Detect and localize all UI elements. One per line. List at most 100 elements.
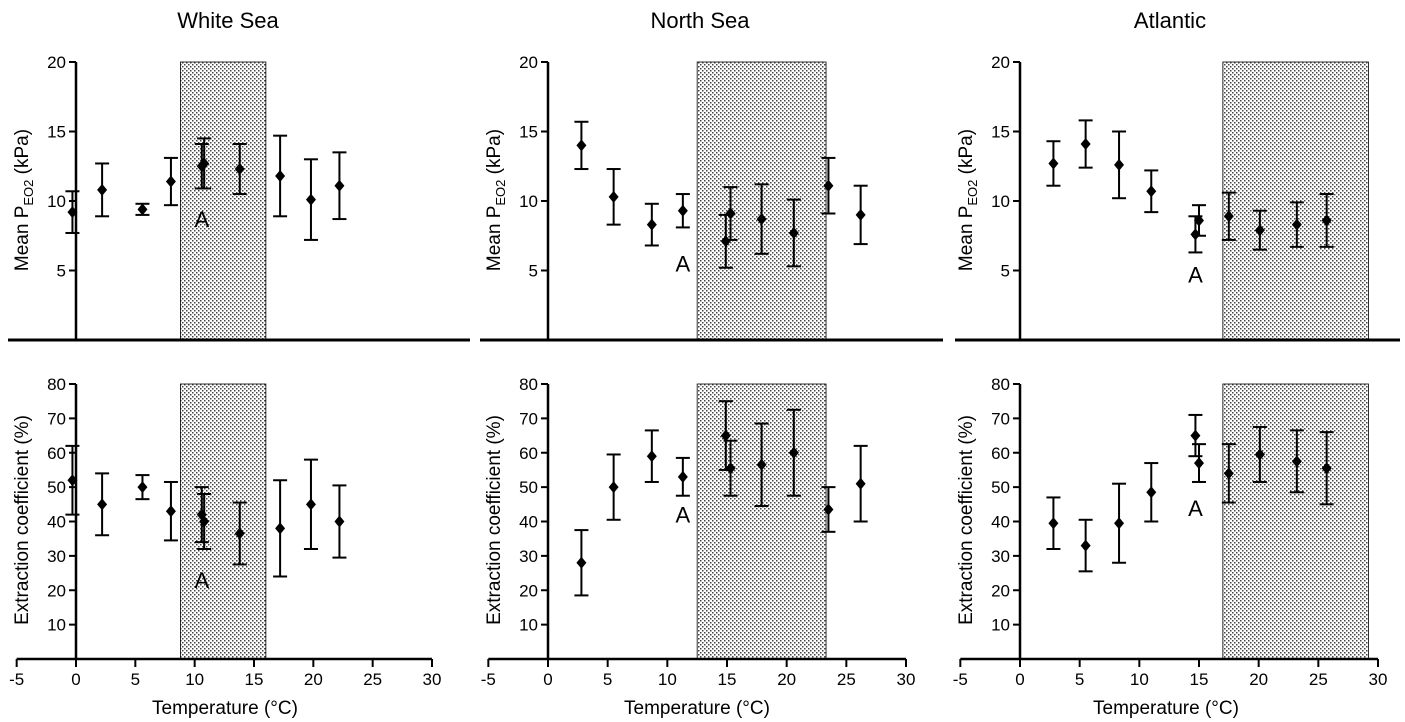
data-point bbox=[97, 498, 108, 511]
shaded-region bbox=[1222, 383, 1369, 660]
data-point bbox=[305, 498, 316, 511]
y-tick-label: 10 bbox=[519, 192, 538, 211]
y-tick-label: 20 bbox=[519, 53, 538, 72]
data-point bbox=[1146, 185, 1157, 198]
data-point bbox=[199, 157, 210, 170]
data-point bbox=[137, 203, 148, 216]
x-tick-label: 30 bbox=[423, 670, 442, 689]
data-point bbox=[275, 169, 286, 182]
data-point bbox=[823, 179, 834, 192]
data-point bbox=[165, 505, 176, 518]
data-point bbox=[1254, 224, 1265, 237]
y-tick-label: 50 bbox=[991, 478, 1010, 497]
x-tick-label: 15 bbox=[1190, 670, 1209, 689]
xlabel-white-sea: Temperature (°C) bbox=[152, 698, 298, 719]
data-point bbox=[165, 175, 176, 188]
x-tick-label: -5 bbox=[481, 670, 496, 689]
y-tick-label: 80 bbox=[991, 375, 1010, 394]
data-point bbox=[67, 206, 78, 219]
data-point bbox=[199, 515, 210, 528]
data-point bbox=[788, 446, 799, 459]
annotation-label: A bbox=[194, 207, 209, 232]
y-tick-label: 15 bbox=[991, 123, 1010, 142]
column-title-white-sea: White Sea bbox=[177, 8, 279, 33]
bottom-ylabel-north-sea: Extraction coefficient (%) bbox=[484, 415, 505, 625]
y-tick-label: 10 bbox=[47, 616, 66, 635]
xlabel-atlantic: Temperature (°C) bbox=[1093, 698, 1239, 719]
y-tick-label: 5 bbox=[529, 262, 538, 281]
x-tick-label: 5 bbox=[603, 670, 612, 689]
data-point bbox=[234, 163, 245, 176]
x-tick-label: 20 bbox=[1249, 670, 1268, 689]
y-tick-label: 15 bbox=[47, 123, 66, 142]
y-tick-label: 10 bbox=[991, 192, 1010, 211]
x-tick-label: -5 bbox=[9, 670, 24, 689]
y-tick-label: 20 bbox=[991, 53, 1010, 72]
y-tick-label: 70 bbox=[991, 409, 1010, 428]
data-point bbox=[756, 458, 767, 471]
data-point bbox=[1048, 157, 1059, 170]
y-tick-label: 10 bbox=[519, 616, 538, 635]
bottom-panel-white-sea: -5 0 5 10 15 20 25 30 10 20 30 40 50 60 70 80 A bbox=[9, 375, 441, 689]
top-ylabel-north-sea: Mean PEO2 (kPa) bbox=[484, 129, 508, 271]
data-point bbox=[646, 450, 657, 463]
y-tick-label: 20 bbox=[991, 581, 1010, 600]
data-point bbox=[1114, 517, 1125, 530]
y-tick-label: 60 bbox=[519, 444, 538, 463]
y-tick-label: 80 bbox=[47, 375, 66, 394]
data-point bbox=[725, 462, 736, 475]
column-title-atlantic: Atlantic bbox=[1134, 8, 1206, 33]
y-tick-label: 20 bbox=[47, 53, 66, 72]
data-point bbox=[1190, 429, 1201, 442]
data-point bbox=[646, 218, 657, 231]
y-tick-label: 40 bbox=[519, 513, 538, 532]
x-tick-label: 25 bbox=[363, 670, 382, 689]
y-tick-label: 30 bbox=[47, 547, 66, 566]
annotation-label: A bbox=[676, 503, 691, 528]
shaded-region bbox=[1222, 61, 1369, 341]
data-point bbox=[725, 207, 736, 220]
x-tick-label: -5 bbox=[953, 670, 968, 689]
data-point bbox=[1194, 214, 1204, 227]
shaded-region bbox=[180, 383, 267, 660]
data-point bbox=[1194, 457, 1204, 470]
y-tick-label: 60 bbox=[47, 444, 66, 463]
data-point bbox=[720, 235, 731, 248]
x-tick-label: 5 bbox=[1075, 670, 1084, 689]
x-tick-label: 30 bbox=[1369, 670, 1388, 689]
data-point bbox=[1291, 455, 1302, 468]
data-point bbox=[576, 556, 587, 569]
data-point bbox=[1080, 138, 1091, 151]
bottom-panel-north-sea: -5 0 5 10 15 20 25 30 10 20 30 40 50 60 70 80 A bbox=[481, 375, 916, 689]
annotation-label: A bbox=[1188, 496, 1203, 521]
data-point bbox=[1048, 517, 1059, 530]
data-point bbox=[608, 190, 619, 203]
y-tick-label: 30 bbox=[519, 547, 538, 566]
y-tick-label: 10 bbox=[47, 192, 66, 211]
data-point bbox=[823, 503, 834, 516]
bottom-ylabel-white-sea: Extraction coefficient (%) bbox=[12, 415, 33, 625]
data-point bbox=[1146, 486, 1157, 499]
data-point bbox=[855, 208, 866, 221]
x-tick-label: 20 bbox=[777, 670, 796, 689]
y-tick-label: 30 bbox=[991, 547, 1010, 566]
data-point bbox=[305, 193, 316, 206]
data-point bbox=[720, 429, 731, 442]
data-point bbox=[576, 139, 587, 152]
y-tick-label: 60 bbox=[991, 444, 1010, 463]
x-tick-label: 10 bbox=[185, 670, 204, 689]
annotation-label: A bbox=[1188, 263, 1203, 288]
data-point bbox=[608, 481, 619, 494]
data-point bbox=[1223, 210, 1234, 223]
top-ylabel-atlantic: Mean PEO2 (kPa) bbox=[956, 129, 980, 271]
y-tick-label: 50 bbox=[519, 478, 538, 497]
x-tick-label: 10 bbox=[1130, 670, 1149, 689]
data-point bbox=[137, 481, 148, 494]
data-point bbox=[855, 477, 866, 490]
shaded-region bbox=[180, 61, 267, 341]
y-tick-label: 20 bbox=[519, 581, 538, 600]
y-tick-label: 40 bbox=[991, 513, 1010, 532]
x-tick-label: 0 bbox=[1015, 670, 1024, 689]
x-tick-label: 30 bbox=[897, 670, 916, 689]
